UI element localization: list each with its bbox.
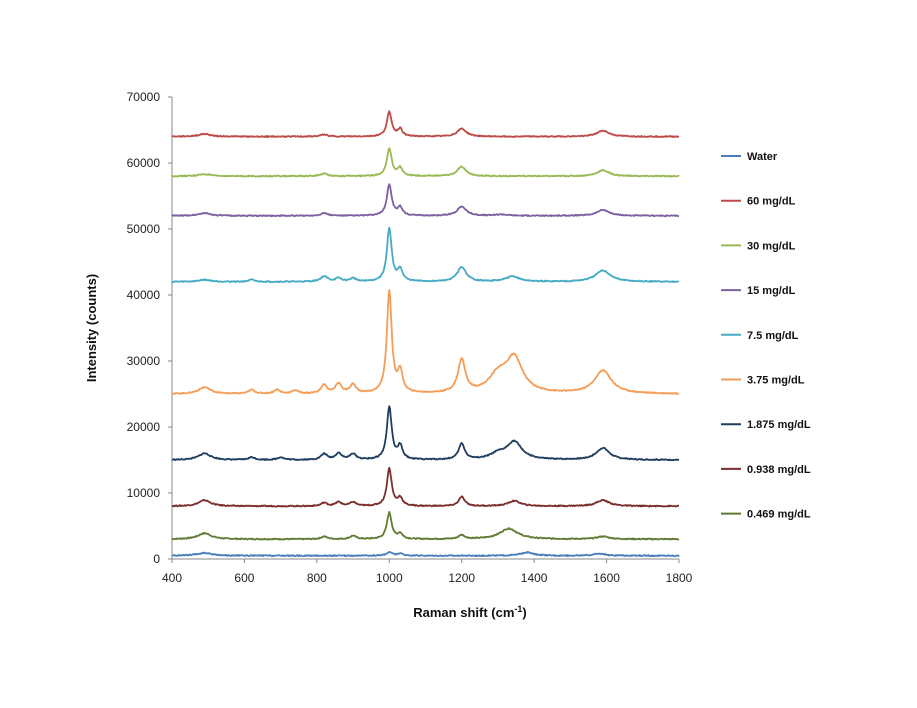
series-line-15-mg-dl (171, 183, 680, 218)
y-axis-title: Intensity (counts) (84, 274, 99, 382)
series-lines (171, 110, 680, 558)
x-tick-label: 600 (234, 571, 254, 585)
y-axis-ticks: 0 10000 20000 30000 40000 50000 60000 70000 (127, 90, 172, 566)
x-tick-label: 800 (307, 571, 327, 585)
x-axis-title: Raman shift (cm-1) (413, 604, 527, 620)
legend-label: 0.469 mg/dL (747, 509, 811, 521)
x-axis-title-main: Raman shift (cm (413, 605, 514, 620)
y-tick-label: 0 (153, 552, 160, 566)
y-tick-label: 40000 (127, 288, 161, 302)
series-line-30-mg-dl (171, 147, 680, 178)
y-tick-label: 50000 (127, 222, 161, 236)
x-tick-label: 1000 (376, 571, 403, 585)
legend-label: 0.938 mg/dL (747, 464, 811, 476)
y-tick-label: 20000 (127, 420, 161, 434)
series-line-7-5-mg-dl (171, 226, 680, 284)
series-line-0-938-mg-dl (171, 466, 680, 508)
series-line-60-mg-dl (171, 110, 680, 139)
series-line-3-75-mg-dl (171, 289, 680, 395)
x-axis-title-end: ) (522, 605, 526, 620)
x-tick-label: 400 (162, 571, 182, 585)
series-line-water (171, 551, 680, 558)
legend-label: 1.875 mg/dL (747, 419, 811, 431)
legend-label: 7.5 mg/dL (747, 330, 799, 342)
legend-label: Water (747, 151, 778, 163)
plot-area: 0 10000 20000 30000 40000 50000 60000 70000 400… (127, 90, 693, 585)
legend-label: 60 mg/dL (747, 196, 796, 208)
y-tick-label: 70000 (127, 90, 161, 104)
x-tick-label: 1200 (448, 571, 475, 585)
y-tick-label: 10000 (127, 486, 161, 500)
x-tick-label: 1800 (666, 571, 693, 585)
x-axis-ticks: 400 600 800 1000 1200 1400 1600 1800 (162, 559, 693, 585)
series-line-1-875-mg-dl (171, 405, 680, 462)
x-axis-title-superscript: -1 (514, 604, 522, 614)
x-tick-label: 1400 (521, 571, 548, 585)
legend-label: 3.75 mg/dL (747, 375, 805, 387)
legend-label: 30 mg/dL (747, 240, 796, 252)
series-line-0-469-mg-dl (171, 510, 680, 541)
x-tick-label: 1600 (593, 571, 620, 585)
y-tick-label: 60000 (127, 156, 161, 170)
legend: Water 60 mg/dL 30 mg/dL 15 mg/dL 7.5 mg/dL 3.… (721, 151, 811, 521)
y-tick-label: 30000 (127, 354, 161, 368)
legend-label: 15 mg/dL (747, 285, 796, 297)
